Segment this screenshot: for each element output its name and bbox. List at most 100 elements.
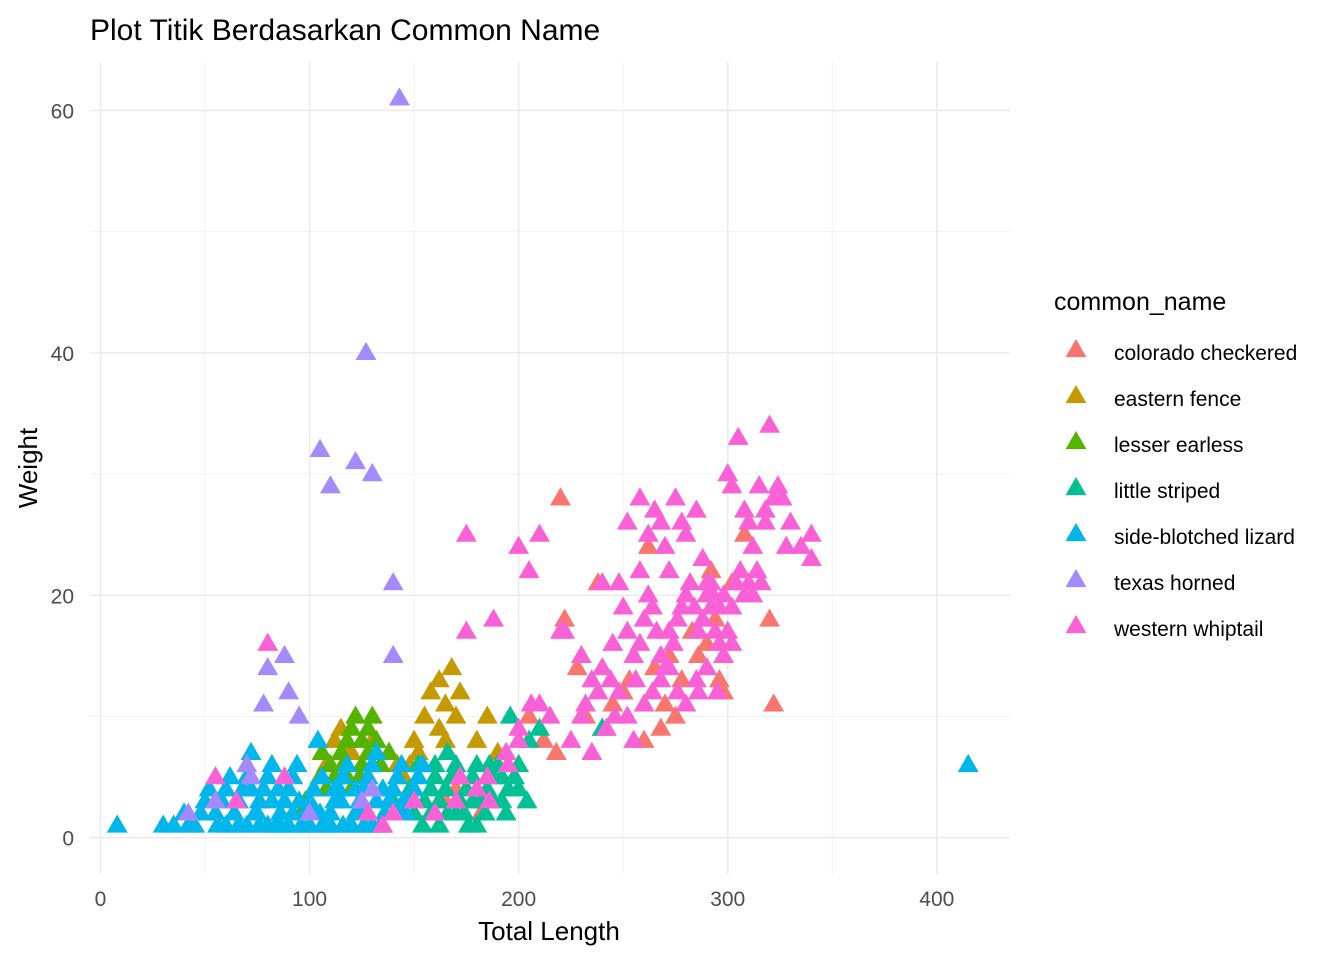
data-point — [746, 560, 768, 579]
data-point — [654, 535, 676, 554]
data-point — [455, 523, 477, 542]
data-point — [957, 753, 979, 773]
data-point — [219, 766, 241, 785]
data-point — [330, 741, 352, 760]
data-point — [435, 778, 456, 797]
data-point — [685, 499, 707, 518]
data-point — [721, 475, 743, 494]
data-point — [391, 753, 412, 773]
data-point — [759, 608, 780, 627]
legend-key — [1065, 339, 1087, 358]
data-point — [688, 620, 709, 639]
data-point — [696, 584, 718, 603]
data-point — [495, 802, 517, 821]
data-point — [403, 729, 425, 748]
data-point — [495, 741, 517, 760]
data-point — [474, 802, 496, 821]
data-point — [257, 766, 279, 785]
data-point — [361, 705, 383, 724]
legend-key — [1065, 477, 1087, 496]
data-point — [717, 620, 739, 639]
data-point — [366, 729, 387, 748]
data-point — [455, 620, 477, 639]
data-point — [644, 499, 665, 518]
x-tick-label: 200 — [501, 888, 536, 911]
data-point — [382, 802, 404, 821]
data-point — [650, 511, 672, 530]
data-point — [721, 632, 743, 651]
data-point — [759, 414, 780, 433]
data-point — [345, 450, 366, 470]
data-point — [307, 729, 329, 748]
data-point — [357, 802, 379, 821]
data-point — [478, 790, 500, 809]
data-point — [550, 620, 571, 639]
data-point — [476, 705, 498, 724]
data-point — [257, 632, 279, 651]
y-tick-label: 0 — [62, 828, 74, 851]
data-point — [692, 608, 714, 627]
data-point — [516, 790, 538, 809]
data-point — [518, 560, 540, 579]
data-point — [771, 487, 793, 506]
series-group — [177, 87, 410, 821]
data-point — [274, 644, 295, 664]
data-point — [412, 814, 433, 833]
data-point — [428, 669, 450, 688]
data-point — [357, 717, 379, 736]
data-point — [637, 523, 659, 542]
data-point — [616, 620, 638, 639]
data-point — [700, 572, 722, 591]
data-point — [382, 572, 404, 591]
data-point — [437, 741, 458, 760]
data-point — [428, 790, 450, 809]
chart-title: Plot Titik Berdasarkan Common Name — [90, 14, 600, 47]
data-point — [345, 778, 366, 797]
data-point — [414, 705, 435, 724]
data-point — [602, 632, 624, 651]
data-point — [790, 535, 812, 554]
data-point — [412, 753, 433, 773]
data-point — [228, 814, 249, 833]
data-point — [539, 705, 561, 724]
data-point — [671, 511, 693, 530]
data-point — [246, 802, 268, 821]
data-point — [324, 778, 346, 797]
grid — [90, 62, 1010, 874]
data-point — [290, 814, 312, 833]
data-point — [382, 644, 404, 664]
series-group — [106, 729, 979, 833]
data-point — [332, 814, 354, 833]
legend-label: side-blotched lizard — [1114, 526, 1295, 549]
data-point — [750, 572, 772, 591]
data-point — [767, 475, 789, 494]
legend-title: common_name — [1054, 288, 1226, 316]
data-point — [637, 584, 659, 603]
data-point — [309, 438, 331, 457]
data-point — [713, 584, 734, 603]
data-point — [508, 717, 530, 736]
data-point — [570, 705, 592, 724]
data-point — [570, 644, 592, 664]
data-point — [351, 790, 373, 809]
data-point — [428, 814, 450, 833]
data-point — [658, 656, 680, 676]
data-point — [642, 596, 663, 615]
data-point — [207, 814, 228, 833]
data-point — [508, 535, 530, 554]
data-point — [353, 814, 375, 833]
y-axis-title: Weight — [13, 427, 43, 508]
data-point — [205, 802, 226, 821]
data-point — [566, 656, 588, 676]
data-point — [713, 644, 734, 664]
y-tick-label: 20 — [51, 585, 74, 608]
data-point — [282, 802, 304, 821]
data-point — [445, 753, 467, 773]
data-point — [587, 681, 609, 700]
data-point — [550, 487, 571, 506]
data-point — [483, 608, 504, 627]
data-point — [476, 766, 498, 785]
data-point — [665, 487, 686, 506]
data-point — [223, 802, 245, 821]
data-point — [205, 766, 226, 785]
